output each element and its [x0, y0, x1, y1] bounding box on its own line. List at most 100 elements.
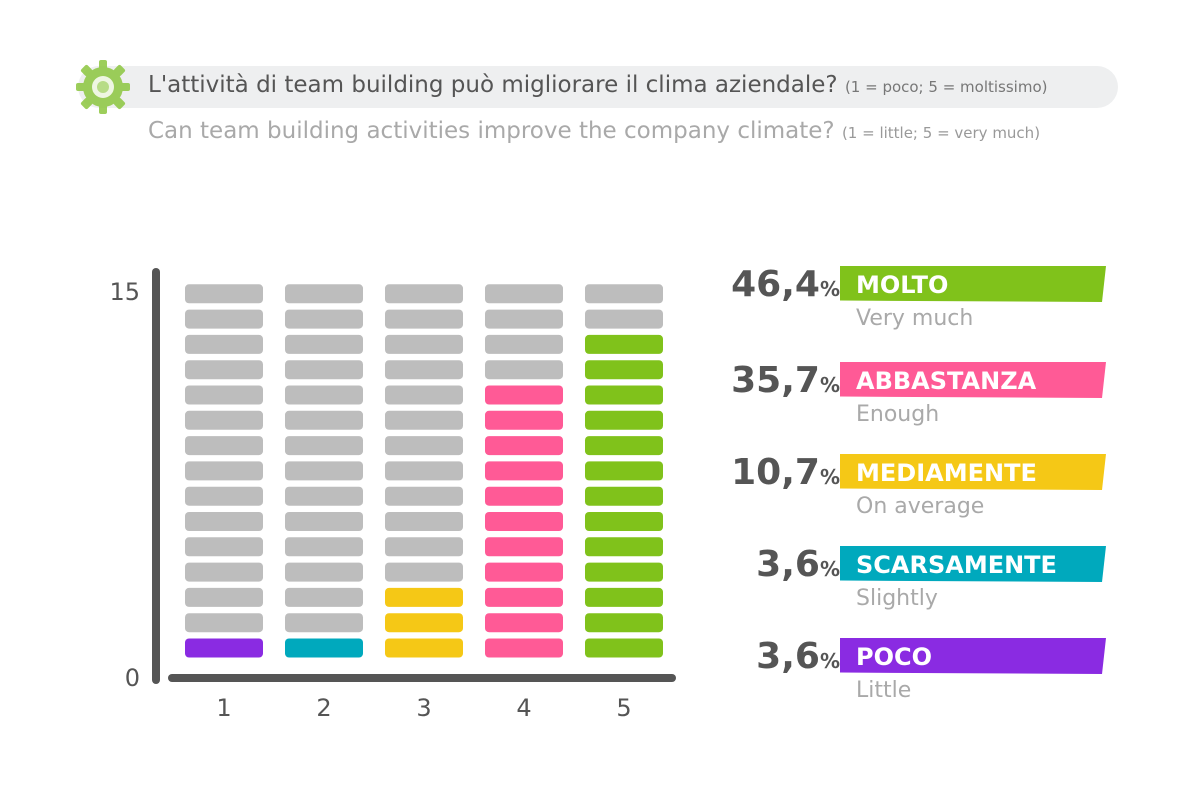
legend-item: 35,7% ABBASTANZA Enough [690, 360, 1110, 440]
legend-label: ABBASTANZA [840, 362, 1106, 398]
bar-segment-filled [485, 461, 563, 481]
bar-segment-empty [285, 587, 363, 607]
bar-segment-filled [485, 436, 563, 456]
bar-segment-empty [585, 284, 663, 304]
bar-segment-filled [585, 436, 663, 456]
bar-segment-empty [385, 537, 463, 557]
bar-segment-filled [485, 587, 563, 607]
legend-sublabel: Slightly [856, 586, 938, 611]
x-tick-label: 4 [516, 694, 531, 722]
legend-sublabel: Enough [856, 402, 940, 427]
bar-segment-filled [485, 385, 563, 405]
bar-chart: 15 0 1 2 3 4 5 [109, 268, 676, 722]
bar-segment-empty [185, 360, 263, 380]
bar-segment-empty [285, 512, 363, 531]
bar-segment-empty [385, 486, 463, 506]
bar-segment-empty [285, 486, 363, 506]
legend-label: MEDIAMENTE [840, 454, 1106, 490]
bar-segment-empty [185, 284, 263, 304]
bar-segment-filled [485, 562, 563, 582]
bar-segment-empty [385, 436, 463, 456]
bar-segment-empty [185, 309, 263, 329]
legend-percentage-unit: % [819, 277, 840, 301]
legend-percentage: 3,6% [756, 636, 840, 677]
bar-segment-filled [585, 638, 663, 658]
question-english-text: Can team building activities improve the… [148, 118, 835, 144]
bar-segment-empty [185, 385, 263, 405]
legend-percentage-unit: % [819, 465, 840, 489]
bar-segment-filled [585, 385, 663, 405]
bar-segment-filled [385, 638, 463, 658]
legend-item: 10,7% MEDIAMENTE On average [690, 452, 1110, 532]
legend-percentage-value: 3,6 [756, 544, 820, 585]
bar-segment-empty [485, 284, 563, 304]
bar-segment-empty [285, 613, 363, 633]
legend-item: 46,4% MOLTO Very much [690, 264, 1110, 344]
bar-segment-filled [485, 512, 563, 531]
bar-segment-empty [285, 461, 363, 481]
bar-segment-filled [585, 486, 663, 506]
bar-segment-filled [585, 410, 663, 430]
bar-segment-empty [385, 284, 463, 304]
legend-label: MOLTO [840, 266, 1106, 302]
bar-segment-empty [185, 512, 263, 531]
bar-segment-filled [585, 587, 663, 607]
bar-segment-empty [285, 410, 363, 430]
question-italian-note: (1 = poco; 5 = moltissimo) [844, 78, 1048, 96]
bar-segment-empty [285, 385, 363, 405]
bar-segment-filled [285, 638, 363, 658]
bar-segment-empty [185, 410, 263, 430]
bar-segment-empty [285, 284, 363, 304]
bar-segment-filled [185, 638, 263, 658]
legend-sublabel: On average [856, 494, 985, 519]
bar-segment-empty [185, 613, 263, 633]
question-italian-text: L'attività di team building può migliora… [148, 72, 838, 98]
bar-segment-filled [485, 486, 563, 506]
legend: 46,4% MOLTO Very much 35,7% ABBASTANZA Enough… [690, 0, 1130, 800]
bar-segment-empty [285, 537, 363, 557]
bar-segment-empty [385, 410, 463, 430]
bar-segment-filled [585, 360, 663, 380]
bar-segment-empty [385, 461, 463, 481]
bar-segment-empty [385, 360, 463, 380]
legend-percentage-unit: % [819, 373, 840, 397]
bar-segment-empty [285, 360, 363, 380]
bar-segment-empty [185, 461, 263, 481]
legend-percentage-value: 35,7 [731, 360, 820, 401]
y-tick-label: 15 [109, 278, 140, 306]
bar-segment-empty [485, 360, 563, 380]
bar-segment-empty [285, 309, 363, 329]
bar-segment-empty [185, 486, 263, 506]
legend-percentage-value: 46,4 [731, 264, 820, 305]
legend-percentage-unit: % [819, 649, 840, 673]
x-tick-label: 1 [216, 694, 231, 722]
bar-segment-filled [485, 410, 563, 430]
legend-sublabel: Very much [856, 306, 974, 331]
bar-segment-filled [585, 461, 663, 481]
legend-percentage: 3,6% [756, 544, 840, 585]
bar-segment-empty [385, 562, 463, 582]
bar-segment-empty [485, 334, 563, 354]
bar-segment-empty [385, 309, 463, 329]
bar-segment-empty [385, 385, 463, 405]
legend-label: SCARSAMENTE [840, 546, 1106, 582]
gear-logo-icon [72, 56, 134, 118]
bar-segment-empty [485, 309, 563, 329]
bar-segment-filled [385, 587, 463, 607]
bar-segment-filled [485, 537, 563, 557]
question-english-note: (1 = little; 5 = very much) [841, 124, 1041, 142]
bar-segment-filled [485, 613, 563, 633]
bar-segment-empty [185, 436, 263, 456]
bar-segment-filled [585, 334, 663, 354]
legend-percentage-value: 10,7 [731, 452, 820, 493]
bar-segment-empty [385, 512, 463, 531]
bar-segment-empty [285, 562, 363, 582]
bar-segment-empty [185, 562, 263, 582]
bar-segment-empty [185, 587, 263, 607]
bar-segment-empty [185, 537, 263, 557]
bar-segment-empty [285, 436, 363, 456]
bar-segment-filled [585, 537, 663, 557]
legend-percentage-unit: % [819, 557, 840, 581]
question-banner [78, 66, 1118, 108]
bar-segment-filled [485, 638, 563, 658]
